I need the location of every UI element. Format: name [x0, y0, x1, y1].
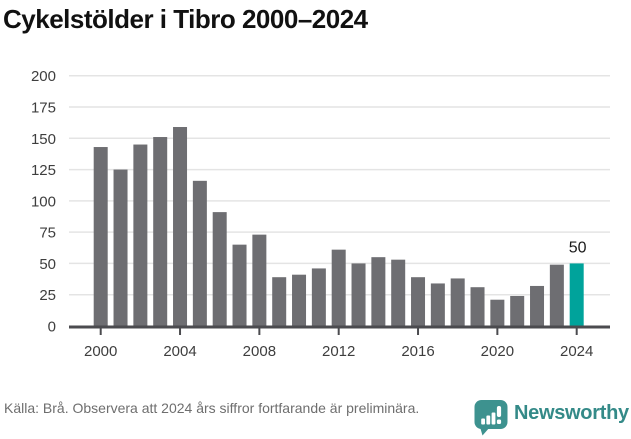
y-tick-label-200: 200: [31, 68, 56, 85]
bar-2023: [549, 264, 564, 326]
bar-2003: [153, 137, 168, 326]
bar-2021: [510, 295, 525, 326]
x-tick-label-2024: 2024: [560, 343, 593, 360]
x-tick-label-2008: 2008: [243, 343, 276, 360]
bar-2007: [232, 244, 247, 326]
bar-2015: [391, 259, 406, 326]
bar-2020: [490, 299, 505, 326]
bar-2013: [351, 263, 366, 326]
bar-2024: [569, 263, 584, 326]
bar-2004: [173, 127, 188, 326]
y-tick-label-50: 50: [39, 256, 56, 273]
bar-2017: [430, 283, 445, 326]
y-tick-label-125: 125: [31, 162, 56, 179]
source-note: Källa: Brå. Observera att 2024 års siffr…: [4, 400, 420, 416]
x-tick-label-2004: 2004: [163, 343, 196, 360]
x-tick-label-2020: 2020: [481, 343, 514, 360]
bar-2005: [192, 180, 207, 326]
x-tick-label-2000: 2000: [84, 343, 117, 360]
bar-2001: [113, 169, 128, 326]
bar-2002: [133, 144, 148, 326]
bar-value-label: 50: [569, 239, 587, 256]
y-tick-label-175: 175: [31, 99, 56, 116]
bar-2000: [93, 147, 108, 326]
newsworthy-logo-text: Newsworthy: [514, 402, 629, 424]
bar-2008: [252, 234, 267, 326]
y-tick-label-75: 75: [39, 225, 56, 242]
bar-2010: [292, 274, 307, 326]
y-tick-label-0: 0: [48, 319, 56, 336]
newsworthy-speech-bubble-bars-icon: [474, 400, 508, 436]
x-tick-label-2012: 2012: [322, 343, 355, 360]
bar-2016: [411, 277, 426, 326]
bar-2012: [331, 249, 346, 326]
bar-2006: [212, 212, 227, 326]
x-tick-label-2016: 2016: [401, 343, 434, 360]
y-tick-label-150: 150: [31, 131, 56, 148]
newsworthy-logo: Newsworthy: [474, 399, 629, 436]
bar-2019: [470, 287, 485, 326]
bar-chart: 0 25 50 75 100 125 150 175 200 2000 2004 2008 2012 20…: [31, 68, 610, 360]
bar-2009: [272, 277, 287, 326]
chart-title: Cykelstölder i Tibro 2000–2024: [3, 4, 368, 34]
y-tick-label-25: 25: [39, 287, 56, 304]
bar-2022: [530, 285, 545, 326]
bar-2011: [311, 268, 326, 326]
y-tick-label-100: 100: [31, 193, 56, 210]
bar-2018: [450, 278, 465, 326]
bar-2014: [371, 257, 386, 326]
